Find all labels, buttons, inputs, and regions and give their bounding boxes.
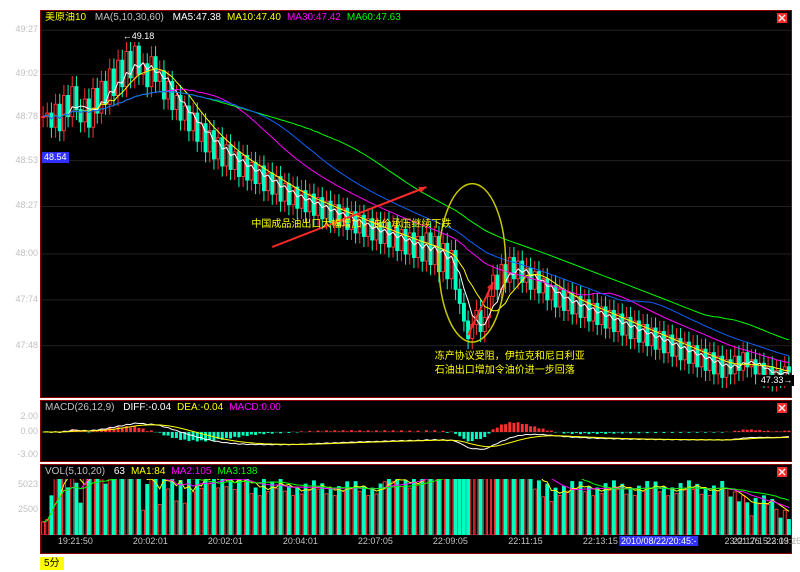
time-tick: 20:04:01 bbox=[283, 536, 318, 546]
indicator-value: MA2:105 bbox=[171, 466, 211, 477]
axis-price-tag: 48.54 bbox=[42, 152, 69, 163]
price-panel-header: 美原油10 MA(5,10,30,60) MA5:47.38 MA10:47.40… bbox=[45, 12, 787, 26]
vol-header: VOL(5,10,20) 63 MA1:84 MA2:105 MA3:138 bbox=[45, 466, 787, 480]
indicator-value: MA10:47.40 bbox=[227, 12, 281, 23]
chart-annotation-text: 中国成品油出口大幅增加，油价承压继续下跌 bbox=[251, 218, 451, 231]
time-tick: 19:21:50 bbox=[58, 536, 93, 546]
indicator-value: MA5:47.38 bbox=[173, 12, 221, 23]
time-tick-highlight: 2010/08/22/20:45:- bbox=[619, 536, 699, 546]
time-axis: 19:21:50 20:02:01 20:02:01 20:04:01 22:07:05… bbox=[40, 536, 792, 550]
indicator-value: MA60:47.63 bbox=[347, 12, 401, 23]
time-tick: 22:13:15 bbox=[583, 536, 618, 546]
close-icon[interactable] bbox=[777, 467, 787, 477]
chart-annotation-text: 石油出口增加令油价进一步回落 bbox=[435, 364, 575, 377]
last-price-tag: 47.33→ bbox=[759, 375, 795, 386]
indicator-value: DEA:-0.04 bbox=[177, 402, 223, 413]
vol-title: VOL(5,10,20) bbox=[45, 466, 105, 477]
time-tick: 20:02:01 bbox=[133, 536, 168, 546]
macd-title: MACD(26,12,9) bbox=[45, 402, 114, 413]
time-tick: 20:02:01 bbox=[208, 536, 243, 546]
chart-annotation-text: 冻产协议受阻，伊拉克和尼日利亚 bbox=[435, 350, 585, 363]
macd-plot bbox=[41, 415, 791, 459]
close-icon[interactable] bbox=[777, 403, 787, 413]
indicator-value: MA3:138 bbox=[217, 466, 257, 477]
timeframe-badge[interactable]: 5分 bbox=[40, 557, 64, 570]
ma-header: MA(5,10,30,60) bbox=[95, 12, 164, 23]
instrument-name: 美原油10 bbox=[45, 12, 86, 23]
time-tick: 22:11:15 bbox=[508, 536, 542, 546]
close-icon[interactable] bbox=[777, 13, 787, 23]
macd-panel[interactable]: MACD(26,12,9) DIFF:-0.04 DEA:-0.04 MACD:0.… bbox=[40, 400, 792, 462]
price-y-axis: 49:2749:0248:7848:5348:2748:0047:7447:48 bbox=[4, 24, 38, 394]
time-tick: 22:07:05 bbox=[358, 536, 393, 546]
high-price-tag: ←49.18 bbox=[121, 31, 157, 42]
macd-y-axis: 2.000.00-3.00 bbox=[4, 414, 38, 458]
time-tick: 23:03:26 bbox=[766, 536, 800, 546]
price-chart-panel[interactable]: 美原油10 MA(5,10,30,60) MA5:47.38 MA10:47.40… bbox=[40, 10, 792, 398]
time-tick: 22:09:05 bbox=[433, 536, 468, 546]
price-chart-plot bbox=[41, 25, 791, 395]
indicator-value: DIFF:-0.04 bbox=[123, 402, 171, 413]
vol-y-axis: 50232500 bbox=[4, 478, 38, 534]
time-tick: 23:01:26 bbox=[725, 536, 760, 546]
volume-plot bbox=[41, 479, 791, 535]
macd-header: MACD(26,12,9) DIFF:-0.04 DEA:-0.04 MACD:0.… bbox=[45, 402, 787, 416]
indicator-value: MA30:47.42 bbox=[287, 12, 341, 23]
indicator-value: MACD:0.00 bbox=[229, 402, 281, 413]
indicator-value: MA1:84 bbox=[131, 466, 165, 477]
indicator-value: 63 bbox=[114, 466, 125, 477]
